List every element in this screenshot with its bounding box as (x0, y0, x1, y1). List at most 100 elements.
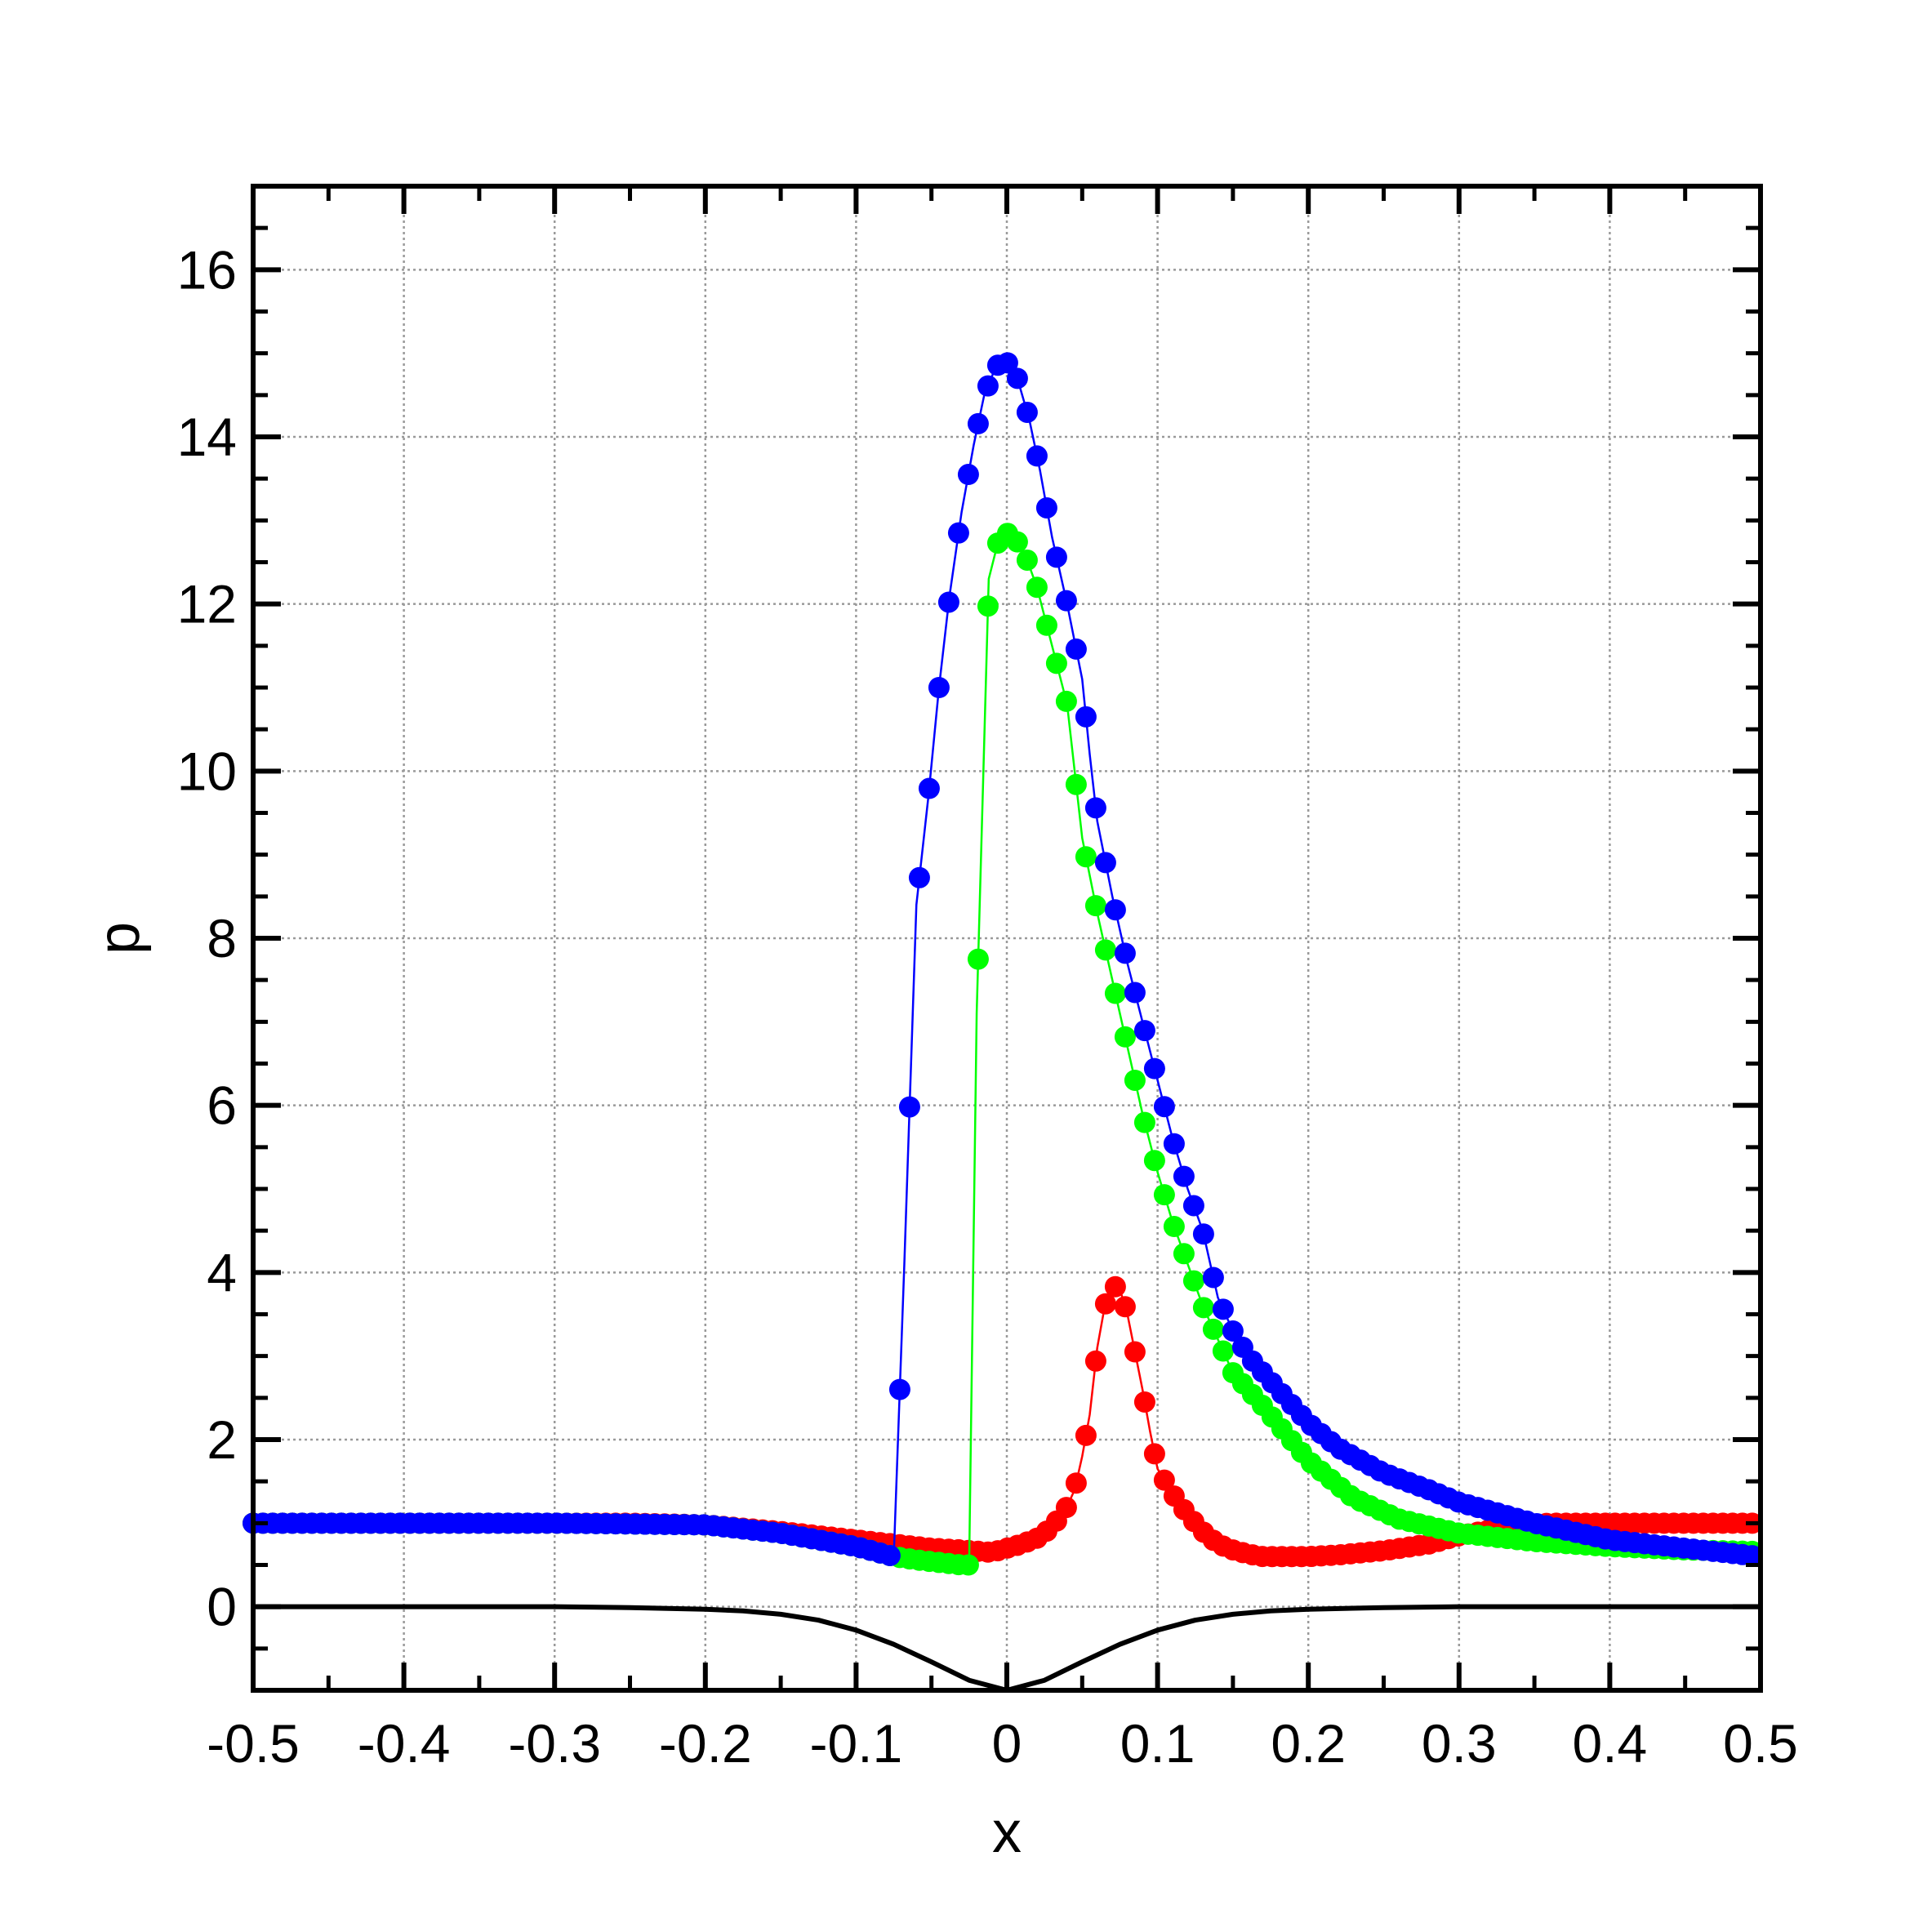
series-point (1006, 531, 1028, 553)
series-point (879, 1545, 901, 1567)
x-tick-label: 0.4 (1573, 1713, 1648, 1774)
x-tick-label: -0.2 (659, 1713, 752, 1774)
series-point (947, 522, 969, 544)
series-point (1035, 496, 1057, 519)
series-point (1075, 846, 1097, 868)
y-tick-label: 6 (207, 1075, 237, 1136)
x-tick-label: 0 (992, 1713, 1022, 1774)
series-1 (243, 523, 1763, 1576)
x-tick-label: 0.1 (1120, 1713, 1195, 1774)
series-point (1075, 1424, 1097, 1446)
y-axis-title: p (87, 922, 152, 955)
x-tick-label: 0.5 (1723, 1713, 1798, 1774)
series-point (967, 412, 989, 434)
y-tick-label: 10 (177, 741, 237, 801)
y-tick-label: 12 (177, 574, 237, 634)
series-point (1741, 1545, 1763, 1567)
series-point (1173, 1243, 1195, 1265)
tick-marks (251, 184, 1763, 1693)
series-point (1192, 1223, 1214, 1245)
series-layer (243, 352, 1763, 1576)
grid-lines (253, 186, 1761, 1690)
series-point (1143, 1057, 1165, 1080)
series-point (957, 464, 979, 486)
series-point (1163, 1216, 1185, 1238)
series-point (1104, 899, 1126, 921)
series-point (957, 1554, 979, 1576)
series-point (928, 677, 950, 698)
series-point (1084, 797, 1106, 819)
series-point (1094, 939, 1116, 961)
x-tick-label: -0.3 (508, 1713, 601, 1774)
series-point (1202, 1266, 1224, 1289)
y-tick-label: 8 (207, 908, 237, 968)
series-point (1055, 590, 1077, 612)
series-point (1173, 1165, 1195, 1187)
series-point (1143, 1150, 1165, 1172)
y-tick-label: 14 (177, 407, 237, 467)
series-point (1212, 1298, 1234, 1320)
y-tick-label: 2 (207, 1409, 237, 1470)
series-point (1192, 1297, 1214, 1319)
series-point (1212, 1340, 1234, 1362)
x-tick-labels: -0.5 -0.4 -0.3 -0.2 -0.1 0 0.1 0.2 0.3 0.4 0.5 (207, 1713, 1798, 1774)
series-point (1163, 1133, 1185, 1155)
series-point (967, 948, 989, 970)
series-point (1143, 1443, 1165, 1465)
series-point (1055, 690, 1077, 712)
series-point (1094, 1293, 1116, 1315)
series-point (1026, 445, 1048, 467)
series-point (1202, 1318, 1224, 1340)
x-tick-label: -0.5 (207, 1713, 300, 1774)
x-axis-title: x (992, 1800, 1022, 1865)
series-point (1006, 367, 1028, 390)
series-point (1182, 1270, 1204, 1292)
series-point (1075, 706, 1097, 728)
series-point (1222, 1320, 1244, 1342)
series-point (977, 375, 999, 397)
series-point (1084, 895, 1106, 917)
y-tick-label: 0 (207, 1577, 237, 1637)
series-point (898, 1096, 920, 1118)
series-point (1153, 1469, 1175, 1491)
x-tick-label: -0.1 (810, 1713, 903, 1774)
series-point (1124, 1069, 1146, 1091)
series-point (1114, 1296, 1136, 1318)
series-point (908, 866, 930, 888)
x-tick-label: -0.4 (358, 1713, 451, 1774)
series-point (1094, 852, 1116, 874)
series-point (1124, 1341, 1146, 1363)
series-point (1084, 1350, 1106, 1372)
x-tick-label: 0.2 (1271, 1713, 1346, 1774)
series-point (1114, 942, 1136, 964)
series-point (1055, 1497, 1077, 1519)
series-point (1026, 576, 1048, 599)
series-point (1065, 773, 1087, 795)
x-tick-label: 0.3 (1422, 1713, 1497, 1774)
series-point (1133, 1020, 1155, 1042)
series-point (1153, 1096, 1175, 1118)
series-point (1153, 1184, 1175, 1206)
y-tick-labels: 0 2 4 6 8 10 12 14 16 (177, 239, 237, 1636)
series-point (1016, 401, 1038, 423)
series-point (1182, 1195, 1204, 1217)
series-point (918, 777, 940, 799)
series-point (1133, 1391, 1155, 1413)
series-point (977, 595, 999, 617)
series-point (1114, 1026, 1136, 1048)
y-tick-label: 4 (207, 1242, 237, 1302)
y-tick-label: 16 (177, 239, 237, 300)
series-point (937, 591, 959, 613)
series-point (1065, 638, 1087, 660)
series-point (1045, 652, 1067, 674)
series-point (1104, 982, 1126, 1004)
series-point (1124, 982, 1146, 1004)
series-point (1065, 1472, 1087, 1494)
series-point (1104, 1275, 1126, 1298)
series-point (1045, 546, 1067, 568)
series-point (996, 352, 1018, 374)
series-2 (243, 352, 1763, 1567)
series-point (1133, 1111, 1155, 1133)
series-point (1016, 549, 1038, 571)
